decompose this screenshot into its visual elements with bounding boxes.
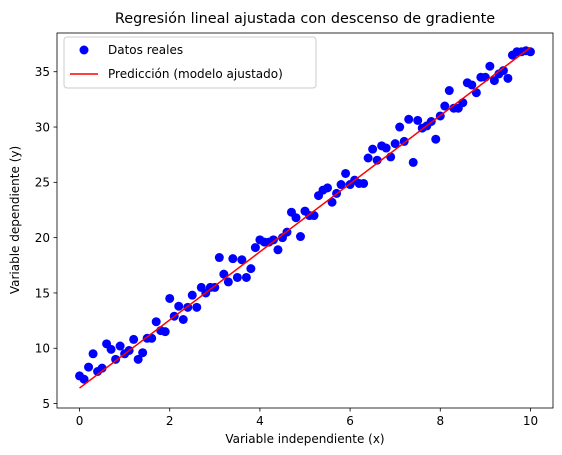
legend-label-datos-reales: Datos reales — [108, 43, 183, 57]
data-point — [413, 115, 423, 125]
data-point — [214, 253, 224, 263]
data-point — [359, 178, 369, 188]
y-tick-label: 30 — [35, 120, 50, 134]
data-point — [408, 157, 418, 167]
data-point — [160, 327, 170, 337]
data-point — [219, 269, 229, 279]
x-tick-label: 2 — [166, 414, 174, 428]
regression-line — [79, 46, 531, 389]
data-point — [327, 197, 337, 207]
data-point — [471, 88, 481, 98]
data-point — [390, 139, 400, 149]
data-point — [174, 301, 184, 311]
data-point — [395, 122, 405, 132]
y-tick-label: 10 — [35, 342, 50, 356]
data-point — [480, 72, 490, 82]
data-point — [268, 235, 278, 245]
data-point — [444, 86, 454, 96]
data-point — [223, 277, 233, 287]
data-point — [129, 334, 139, 344]
data-point — [111, 354, 121, 364]
data-point — [241, 272, 251, 282]
data-point — [178, 315, 188, 324]
data-point — [237, 255, 247, 265]
data-point — [106, 344, 116, 354]
x-tick-label: 10 — [523, 414, 538, 428]
legend-label-prediccion: Predicción (modelo ajustado) — [108, 67, 283, 81]
data-point — [336, 180, 346, 190]
data-point — [525, 47, 535, 57]
data-point — [133, 354, 143, 364]
legend-frame — [63, 36, 317, 89]
data-point — [323, 183, 333, 193]
data-point — [440, 101, 450, 111]
data-point — [467, 80, 477, 90]
y-tick-label: 5 — [42, 397, 50, 411]
data-point — [246, 264, 256, 274]
data-point — [210, 282, 220, 292]
x-axis-label: Variable independiente (x) — [225, 432, 384, 446]
data-point — [250, 243, 260, 253]
data-point — [291, 213, 301, 223]
data-point — [381, 143, 391, 153]
data-point — [363, 153, 373, 163]
y-tick-label: 25 — [35, 176, 50, 190]
axes-layer: 0 2 4 6 8 10 5 10 15 20 25 30 35 — [35, 32, 554, 428]
data-point — [84, 362, 94, 372]
data-point — [88, 349, 98, 359]
x-tick-label: 0 — [76, 414, 84, 428]
y-tick-label: 15 — [35, 286, 50, 300]
data-point — [273, 245, 283, 255]
data-point — [489, 76, 499, 86]
x-tick-label: 8 — [436, 414, 444, 428]
data-point — [404, 114, 414, 124]
y-axis-label: Variable dependiente (y) — [8, 146, 22, 294]
data-point — [165, 293, 175, 303]
data-point — [295, 232, 305, 242]
data-point — [372, 155, 382, 165]
plot-area: 0 2 4 6 8 10 5 10 15 20 25 30 35 — [35, 32, 554, 428]
data-point — [187, 290, 197, 300]
y-tick-label: 35 — [35, 65, 50, 79]
y-tick-label: 20 — [35, 231, 50, 245]
data-point — [97, 363, 107, 373]
data-point — [115, 341, 125, 351]
data-point — [192, 302, 202, 312]
data-point — [341, 168, 351, 178]
data-point — [368, 144, 378, 154]
legend-marker-datos-reales — [79, 45, 89, 55]
data-point — [228, 254, 238, 264]
data-point — [503, 73, 513, 83]
axes-frame — [56, 32, 554, 409]
series-layer — [75, 46, 535, 389]
legend: Datos reales Predicción (modelo ajustado… — [63, 36, 317, 89]
x-tick-label: 4 — [256, 414, 264, 428]
data-point — [138, 348, 148, 358]
x-tick-label: 6 — [346, 414, 354, 428]
data-point — [498, 66, 508, 76]
data-point — [232, 272, 242, 282]
chart-title: Regresión lineal ajustada con descenso d… — [115, 11, 495, 27]
data-point — [79, 374, 89, 384]
data-point — [458, 98, 468, 108]
data-point — [485, 61, 495, 71]
data-point — [151, 317, 161, 327]
data-point — [431, 134, 441, 144]
